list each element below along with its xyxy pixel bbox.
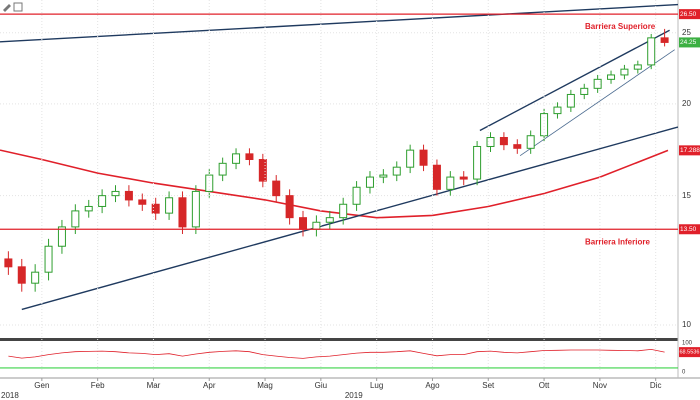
- price-tag-label: 17.2887: [680, 147, 700, 154]
- y-tick-label: 20: [682, 99, 691, 108]
- candle-body: [620, 68, 629, 76]
- candle-body: [486, 136, 495, 147]
- x-tick-label: Apr: [203, 381, 216, 390]
- settings-icon[interactable]: [13, 2, 23, 12]
- candle-body: [352, 186, 361, 205]
- plot-area: [0, 3, 678, 326]
- candle-body: [499, 136, 508, 146]
- candle-body: [392, 166, 401, 176]
- candle-body: [339, 203, 348, 219]
- candle-body: [365, 176, 374, 188]
- candle-body: [593, 78, 602, 89]
- x-tick-label: Nov: [593, 381, 607, 390]
- x-tick-label: Giu: [315, 381, 327, 390]
- osc-tag-label: 68.5536: [680, 350, 700, 356]
- candle-body: [325, 217, 334, 223]
- osc-tick-label: 0: [682, 370, 686, 376]
- candle-body: [258, 159, 267, 182]
- pencil-icon[interactable]: [3, 4, 11, 12]
- candle-body: [57, 226, 66, 247]
- oscillator-line: [8, 348, 665, 359]
- y-tick-label: 10: [682, 320, 691, 329]
- candle-body: [432, 164, 441, 190]
- barrier-label: Barriera Inferiore: [585, 237, 650, 246]
- candle-body: [124, 190, 133, 201]
- candle-body: [647, 37, 656, 66]
- price-tag-label: 24.25: [680, 39, 697, 46]
- candle-body: [513, 144, 522, 149]
- x-tick-label: Ott: [539, 381, 550, 390]
- toolbar-icons[interactable]: [3, 2, 23, 12]
- candle-body: [191, 190, 200, 228]
- candle-body: [71, 210, 80, 228]
- candle-body: [406, 149, 415, 168]
- candle-body: [526, 135, 535, 149]
- x-tick-label: Lug: [370, 381, 383, 390]
- x-tick-label: Gen: [34, 381, 49, 390]
- price-tag: [679, 9, 700, 20]
- price-tag-label: 13.50: [680, 226, 697, 233]
- price-tag: [679, 145, 700, 156]
- candle-body: [44, 245, 53, 273]
- trendline: [0, 3, 678, 43]
- candle-body: [31, 271, 40, 284]
- candle-body: [553, 106, 562, 115]
- candle-body: [566, 93, 575, 108]
- candle-body: [151, 203, 160, 214]
- candle-body: [419, 149, 428, 166]
- candle-body: [218, 162, 227, 176]
- trendline: [519, 49, 675, 157]
- candle-body: [245, 153, 254, 161]
- y-tick-label: 15: [682, 191, 691, 200]
- year-label: 2019: [345, 391, 363, 400]
- panel-separator: [0, 338, 678, 341]
- candle-body: [312, 221, 321, 230]
- candle-body: [84, 205, 93, 212]
- x-tick-label: Dic: [650, 381, 662, 390]
- candle-body: [660, 37, 669, 43]
- candle-body: [232, 153, 241, 164]
- y-tick-label: 25: [682, 28, 691, 37]
- x-tick-label: Ago: [425, 381, 440, 390]
- trendline: [21, 126, 678, 311]
- candle-body: [98, 195, 107, 207]
- candle-body: [138, 199, 147, 205]
- x-tick-label: Set: [482, 381, 495, 390]
- x-tick-label: Mag: [257, 381, 273, 390]
- candle-body: [165, 197, 174, 214]
- candle-body: [178, 197, 187, 228]
- candle-body: [4, 258, 13, 268]
- candle-body: [633, 64, 642, 70]
- candle-body: [473, 145, 482, 180]
- year-label: 2018: [1, 391, 19, 400]
- osc-tick-label: 100: [682, 341, 693, 347]
- candle-body: [580, 87, 589, 95]
- x-tick-label: Mar: [147, 381, 161, 390]
- candle-body: [299, 217, 308, 230]
- candle-body: [379, 174, 388, 178]
- price-tag: [679, 224, 700, 235]
- x-tick-label: Feb: [91, 381, 105, 390]
- candle-body: [459, 176, 468, 180]
- osc-tag: [679, 347, 700, 358]
- candle-body: [272, 180, 281, 197]
- barrier-label: Barriera Superiore: [585, 22, 656, 31]
- price-tag: [679, 37, 700, 48]
- candle-body: [111, 190, 120, 197]
- candle-body: [285, 195, 294, 219]
- candle-body: [446, 176, 455, 190]
- candle-body: [17, 266, 26, 284]
- trendline: [479, 29, 670, 132]
- price-tag-label: 26.50: [680, 11, 697, 18]
- candle-body: [607, 74, 616, 80]
